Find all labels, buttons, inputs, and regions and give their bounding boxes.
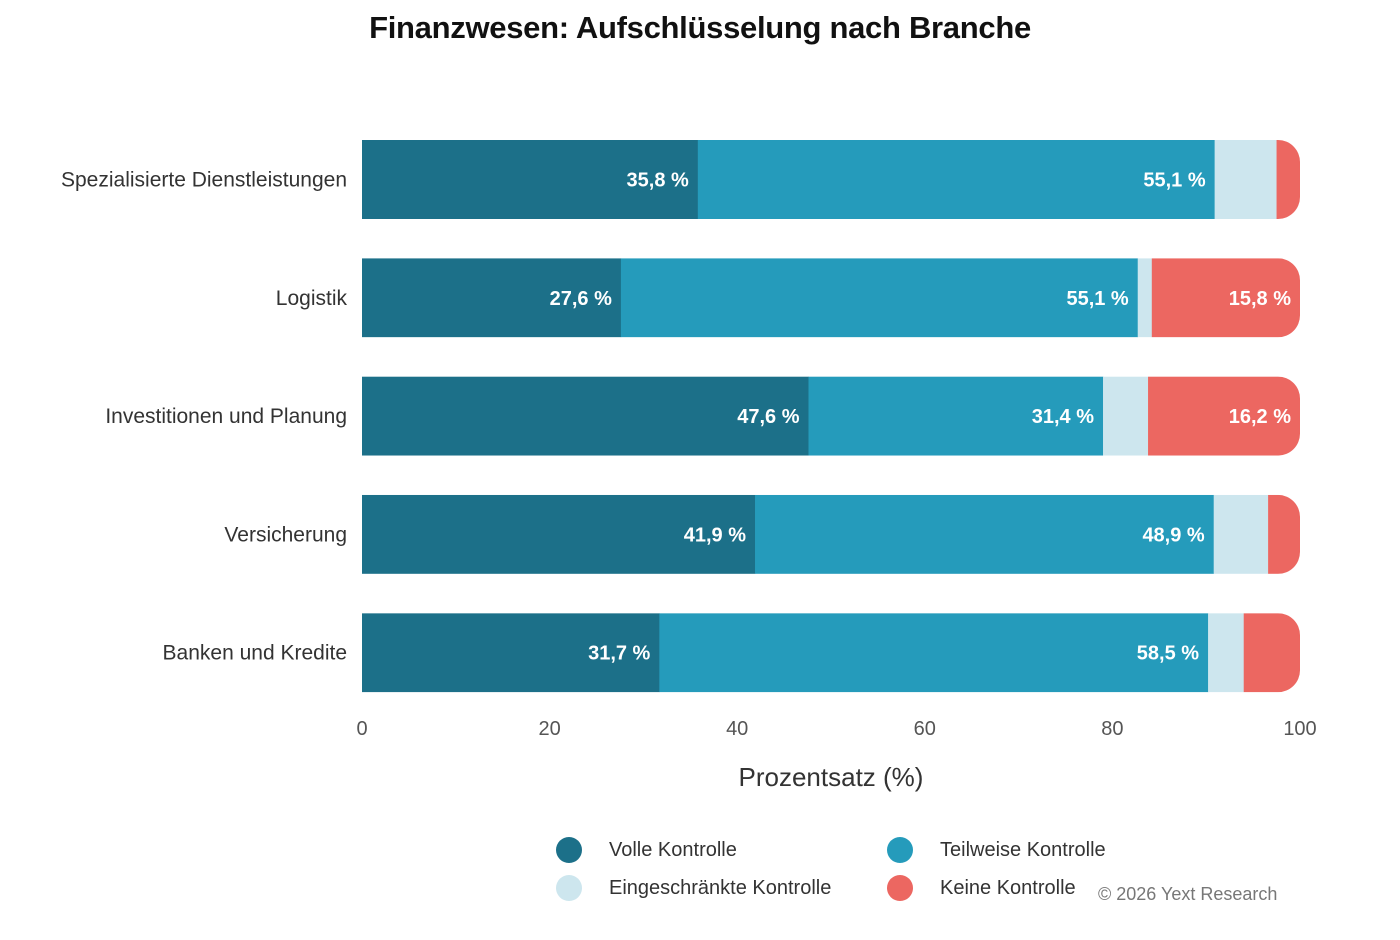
data-label: 48,9 %: [1142, 524, 1204, 546]
legend-label: Teilweise Kontrolle: [940, 838, 1106, 861]
bar-row: [362, 376, 1300, 456]
x-tick-label: 40: [726, 718, 748, 740]
data-label: 35,8 %: [627, 170, 689, 192]
legend-item-keine-kontrolle: Keine Kontrolle: [887, 873, 1076, 903]
legend: Volle Kontrolle Teilweise Kontrolle Eing…: [556, 835, 1116, 911]
y-tick-label: Versicherung: [224, 523, 347, 546]
bar-row: [362, 494, 1300, 574]
x-axis-label: Prozentsatz (%): [738, 762, 924, 792]
legend-swatch: [887, 837, 913, 863]
x-tick-label: 0: [356, 718, 367, 740]
legend-swatch: [887, 875, 913, 901]
data-label: 31,4 %: [1032, 406, 1094, 428]
bar-segment: [1276, 140, 1300, 219]
data-label: 27,6 %: [550, 288, 612, 310]
y-tick-label: Banken und Kredite: [163, 642, 347, 665]
y-tick-label: Investitionen und Planung: [105, 405, 347, 428]
bar-segment: [1103, 376, 1149, 456]
data-label: 31,7 %: [588, 643, 650, 665]
data-label: 55,1 %: [1066, 288, 1128, 310]
legend-label: Eingeschränkte Kontrolle: [609, 876, 832, 899]
bar-segment: [1148, 376, 1300, 456]
bar-segment: [620, 258, 1139, 338]
bar-labels: 35,8 % 55,1 %: [627, 170, 1206, 192]
bar-segment: [755, 494, 1215, 574]
bar-segment: [1151, 258, 1300, 338]
bar-segment: [1268, 494, 1300, 574]
legend-label: Volle Kontrolle: [609, 838, 737, 861]
bar-segment: [1208, 613, 1245, 693]
x-tick-label: 100: [1283, 718, 1316, 740]
bar-segment: [362, 613, 660, 693]
legend-swatch: [556, 837, 582, 863]
data-label: 55,1 %: [1143, 170, 1205, 192]
data-label: 16,2 %: [1229, 406, 1291, 428]
bar-segment: [1213, 494, 1269, 574]
bar-segment: [362, 140, 699, 219]
bar-segment: [362, 258, 622, 338]
bar-segment: [362, 494, 756, 574]
bar-segment: [1243, 613, 1300, 693]
bar-segment: [1137, 258, 1153, 338]
bar-labels: 27,6 % 55,1 % 15,8 %: [550, 288, 1292, 310]
data-label: 15,8 %: [1229, 288, 1291, 310]
legend-item-eingeschraenkte-kontrolle: Eingeschränkte Kontrolle: [556, 873, 831, 903]
credit-text: © 2026 Yext Research: [1098, 884, 1278, 904]
data-label: 58,5 %: [1137, 643, 1199, 665]
bar-row: [362, 613, 1300, 693]
x-tick-label: 80: [1101, 718, 1123, 740]
legend-item-volle-kontrolle: Volle Kontrolle: [556, 835, 737, 865]
chart-title: Finanzwesen: Aufschlüsselung nach Branch…: [369, 10, 1031, 45]
x-tick-label: 20: [538, 718, 560, 740]
x-tick-label: 60: [914, 718, 936, 740]
bar-segment: [808, 376, 1104, 456]
legend-item-teilweise-kontrolle: Teilweise Kontrolle: [887, 835, 1106, 865]
bar-row: [362, 140, 1300, 219]
bar-segment: [659, 613, 1209, 693]
bar-labels: 47,6 % 31,4 % 16,2 %: [737, 406, 1291, 428]
bar-segment: [362, 376, 809, 456]
legend-swatch: [556, 875, 582, 901]
data-label: 41,9 %: [684, 524, 746, 546]
y-tick-label: Spezialisierte Dienstleistungen: [61, 169, 347, 192]
data-label: 47,6 %: [737, 406, 799, 428]
bar-labels: 41,9 % 48,9 %: [684, 524, 1205, 546]
bar-segment: [697, 140, 1215, 219]
bar-segment: [1214, 140, 1277, 219]
y-tick-label: Logistik: [276, 287, 348, 310]
bar-row: [362, 258, 1300, 338]
legend-label: Keine Kontrolle: [940, 876, 1076, 899]
bar-labels: 31,7 % 58,5 %: [588, 643, 1199, 665]
